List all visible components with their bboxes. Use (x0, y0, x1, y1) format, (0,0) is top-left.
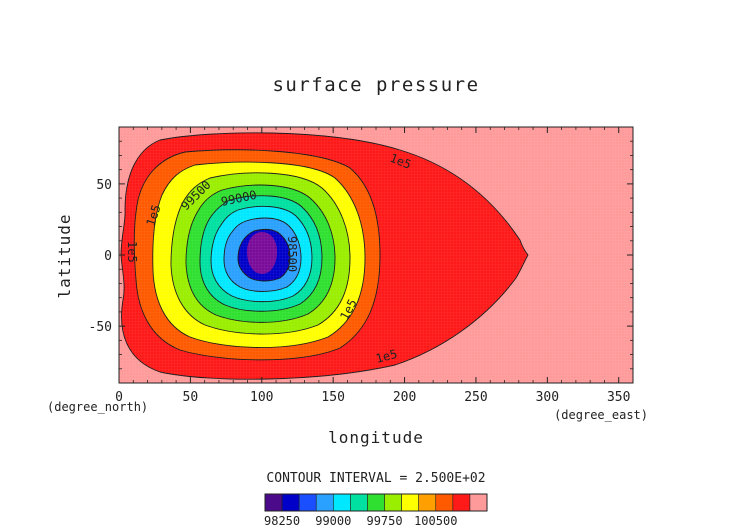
colorbar-swatch (469, 493, 488, 512)
colorbar: 98250 99000 99750 100500 (264, 493, 488, 528)
y-tick-label: -50 (89, 320, 112, 335)
colorbar-swatch (315, 493, 334, 512)
x-axis-label: longitude (328, 428, 424, 447)
x-tick-label: 200 (393, 390, 416, 405)
colorbar-swatch (298, 493, 317, 512)
colorbar-swatch (401, 493, 419, 512)
x-tick-label: 50 (183, 390, 199, 405)
grid-texture (119, 127, 633, 383)
colorbar-swatch (264, 493, 283, 512)
colorbar-swatch (350, 493, 368, 512)
x-tick-label: 100 (250, 390, 273, 405)
colorbar-label: 99000 (315, 514, 351, 528)
contour-label-bottom: 1e5 (374, 347, 399, 366)
x-tick-label: 300 (536, 390, 559, 405)
colorbar-swatch (418, 493, 437, 512)
colorbar-swatch (333, 493, 351, 512)
colorbar-swatch (384, 493, 402, 512)
plot-area (119, 127, 633, 383)
colorbar-label: 98250 (264, 514, 300, 528)
colorbar-swatch (452, 493, 471, 512)
colorbar-swatch (281, 493, 300, 512)
y-axis-unit: (degree_north) (47, 400, 148, 414)
x-tick-label: 350 (607, 390, 630, 405)
x-axis-unit: (degree_east) (554, 408, 648, 422)
chart-title: surface pressure (272, 74, 479, 96)
colorbar-frame (264, 493, 488, 512)
x-tick-label: 0 (115, 390, 123, 405)
x-tick-label: 250 (464, 390, 487, 405)
y-tick-label: 50 (96, 178, 112, 193)
x-axis: 0 50 100 150 200 250 300 350 (115, 127, 630, 405)
colorbar-label: 100500 (414, 514, 457, 528)
colorbar-label: 99750 (366, 514, 402, 528)
contour-label-left-inner: 1e5 (144, 203, 164, 228)
contour-interval-text: CONTOUR INTERVAL = 2.500E+02 (266, 471, 485, 486)
x-tick-label: 150 (321, 390, 344, 405)
y-axis: 50 0 -50 (89, 140, 633, 370)
contour-label-98500: 98500 (285, 236, 299, 272)
colorbar-swatch (435, 493, 454, 512)
y-axis-label: latitude (55, 213, 74, 298)
colorbar-swatch (367, 493, 385, 512)
contour-label-left-outer: 1e5 (125, 241, 139, 263)
y-tick-label: 0 (104, 249, 112, 264)
